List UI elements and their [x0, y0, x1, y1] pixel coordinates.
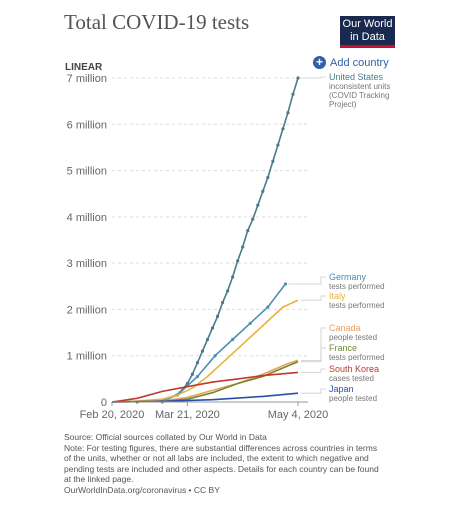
legend-entry-subtitle: Project)	[329, 100, 357, 109]
legend-leader-line	[288, 276, 326, 285]
legend-leader-line	[301, 368, 326, 373]
series-united-states	[135, 76, 300, 404]
data-point	[205, 337, 210, 342]
data-point	[236, 259, 240, 263]
data-point	[286, 111, 290, 115]
data-point	[213, 354, 217, 358]
series-line[interactable]	[161, 283, 287, 403]
legend-entry-name[interactable]: Germany	[329, 272, 367, 282]
data-point	[231, 275, 235, 279]
x-tick-label: Mar 21, 2020	[155, 409, 220, 421]
legend-leader-line	[301, 388, 326, 394]
legend-entry-subtitle: inconsistent units	[329, 82, 390, 91]
data-point	[291, 92, 295, 96]
y-tick-label: 2 million	[67, 304, 107, 316]
data-point	[241, 245, 245, 249]
legend-entry-subtitle: tests performed	[329, 353, 385, 362]
data-point	[220, 300, 225, 305]
chart-title: Total COVID-19 tests	[64, 10, 250, 34]
series-south-korea	[111, 371, 299, 403]
data-point	[281, 127, 285, 131]
legend-leader-line	[301, 295, 326, 301]
data-point	[246, 229, 250, 233]
legend-entry-name[interactable]: Canada	[329, 323, 361, 333]
data-point	[200, 349, 205, 353]
y-tick-label: 1 million	[67, 351, 107, 363]
legend-entry-name[interactable]: Japan	[329, 384, 354, 394]
grid-layer	[112, 77, 308, 357]
data-point	[231, 337, 235, 342]
series-line[interactable]	[111, 299, 299, 403]
legend-leader-line	[301, 76, 326, 79]
add-country-label: Add country	[330, 56, 389, 69]
y-tick-label: 4 million	[67, 212, 107, 224]
data-point	[266, 305, 270, 309]
add-country-button[interactable]: + Add country	[313, 56, 389, 69]
series-italy	[111, 299, 299, 403]
data-point	[256, 203, 260, 207]
data-point	[190, 372, 195, 376]
series-layer	[111, 76, 300, 404]
data-point	[296, 76, 300, 80]
y-tick-label: 5 million	[67, 166, 107, 178]
data-point	[251, 217, 255, 221]
legend-leader-line	[301, 347, 326, 363]
data-point	[226, 289, 230, 293]
legend-entry-subtitle: people tested	[329, 394, 377, 403]
legend-entry-name[interactable]: Italy	[329, 291, 346, 301]
series-line[interactable]	[137, 77, 299, 403]
legend-entry-subtitle: cases tested	[329, 374, 374, 383]
logo-line-1: Our World	[342, 18, 393, 30]
legend-entry-subtitle: people tested	[329, 333, 377, 342]
y-tick-label: 3 million	[67, 258, 107, 270]
series-line[interactable]	[111, 371, 299, 403]
data-point	[271, 159, 275, 163]
legend-entry-subtitle: tests performed	[329, 282, 385, 291]
x-tick-label: Feb 20, 2020	[80, 409, 145, 421]
data-point	[261, 189, 265, 193]
source-text: Source: Official sources collated by Our…	[64, 432, 267, 442]
scale-toggle[interactable]: LINEAR	[65, 62, 103, 73]
plus-icon: +	[313, 56, 326, 69]
y-tick-label: 0	[101, 397, 107, 409]
data-point	[276, 143, 280, 147]
logo-line-2: in Data	[350, 31, 385, 43]
data-point	[210, 326, 215, 330]
legend-entry-subtitle: tests performed	[329, 301, 385, 310]
x-tick-label: May 4, 2020	[268, 409, 329, 421]
legend-entry-name[interactable]: South Korea	[329, 364, 379, 374]
chart-footer: Source: Official sources collated by Our…	[64, 432, 384, 495]
legend-leader-line	[301, 327, 326, 361]
data-point	[215, 314, 220, 318]
legend-entry-name[interactable]: United States	[329, 72, 384, 82]
data-point	[248, 321, 252, 325]
owid-logo[interactable]: Our World in Data	[340, 16, 395, 48]
y-tick-label: 7 million	[67, 73, 107, 85]
data-point	[266, 175, 270, 180]
legend-entry-name[interactable]: France	[329, 343, 357, 353]
data-point	[195, 374, 200, 379]
axis-layer: 0 1 million 2 million 3 million 4 million 5 m…	[67, 73, 329, 421]
url-text[interactable]: OurWorldInData.org/coronavirus • CC BY	[64, 484, 220, 495]
legend-entry-subtitle: (COVID Tracking	[329, 91, 389, 100]
data-point	[195, 361, 200, 365]
note-text: Note: For testing figures, there are sub…	[64, 442, 379, 485]
data-point	[283, 282, 288, 286]
y-tick-label: 6 million	[67, 119, 107, 131]
